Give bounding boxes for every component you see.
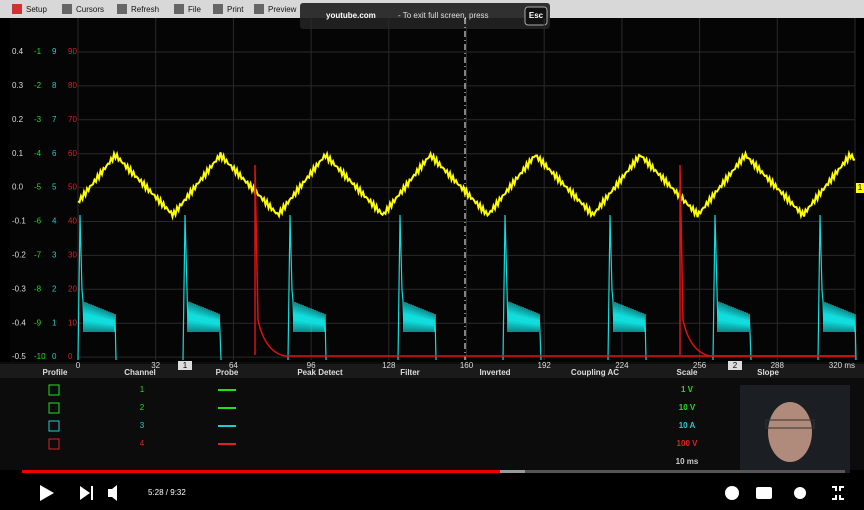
y-tick-label: -3 [34,115,42,124]
y-tick-label: -9 [34,318,42,327]
channel-marker-label: 1 [858,183,863,192]
y-tick-label: 80 [68,81,77,90]
screen: 5:28 / 9:32 youtube.com - To exit full s… [0,0,864,510]
y-tick-label: -2 [34,81,42,90]
y-tick-label: 8 [52,81,57,90]
banner-message: - To exit full screen, press [398,11,489,20]
x-tick-label: 320 ms [829,361,855,370]
x-tick-label: 160 [460,361,474,370]
channel-number: 2 [140,403,145,412]
y-tick-label: 6 [52,149,57,158]
toolbar-icon [12,4,22,14]
y-tick-label: 30 [68,251,77,260]
channel-number: 1 [140,385,145,394]
channel-number: 3 [140,421,145,430]
y-tick-label: 5 [52,183,57,192]
cursor-marker-label: 1 [183,361,188,370]
y-tick-label: -0.2 [12,251,26,260]
x-tick-label: 0 [76,361,81,370]
panel-header: Probe [216,368,239,377]
y-tick-label: 50 [68,183,77,192]
toolbar-icon [254,4,264,14]
y-tick-label: -0.5 [12,352,26,361]
channel-scale: 10 V [679,403,696,412]
cursor-marker-label: 2 [733,361,738,370]
channel-scale: 10 A [679,421,696,430]
y-tick-label: -5 [34,183,42,192]
y-tick-label: 10 [68,318,77,327]
next-button-bar [91,486,93,500]
panel-header: Profile [43,368,68,377]
y-tick-label: 4 [52,217,57,226]
toolbar-icon [117,4,127,14]
panel-header: Inverted [479,368,510,377]
panel-header: Channel [124,368,156,377]
y-tick-label: 2 [52,284,57,293]
channel-scale: 1 V [681,385,694,394]
x-tick-label: 128 [382,361,396,370]
panel-header: Filter [400,368,420,377]
y-tick-label: -10 [34,352,46,361]
time-display: 5:28 / 9:32 [148,488,186,497]
y-tick-label: 60 [68,149,77,158]
y-tick-label: 1 [52,318,57,327]
toolbar-item[interactable]: Setup [26,5,47,14]
y-tick-label: -4 [34,149,42,158]
settings-button[interactable] [794,487,806,499]
y-tick-label: 0.4 [12,47,24,56]
channel-scale: 100 V [677,439,699,448]
toolbar-item[interactable]: Preview [268,5,297,14]
panel-header: Slope [757,368,779,377]
y-tick-label: -1 [34,47,42,56]
y-tick-label: 9 [52,47,57,56]
y-tick-label: 0.0 [12,183,24,192]
channel-number: 4 [140,439,145,448]
panel-header: Coupling AC [571,368,619,377]
y-tick-label: -0.3 [12,284,26,293]
y-tick-label: 0.2 [12,115,24,124]
y-tick-label: 0 [68,352,73,361]
banner-key: Esc [529,11,544,20]
y-tick-label: 0 [52,352,57,361]
y-tick-label: -0.1 [12,217,26,226]
progress-played[interactable] [22,470,500,473]
panel-header: Peak Detect [297,368,343,377]
y-tick-label: 7 [52,115,57,124]
y-tick-label: 40 [68,217,77,226]
toolbar-item[interactable]: File [188,5,201,14]
timebase: 10 ms [676,457,699,466]
toolbar-item[interactable]: Cursors [76,5,104,14]
autoplay-toggle[interactable] [725,486,739,500]
banner-site: youtube.com [326,11,376,20]
channel-panel [0,362,864,470]
toolbar-icon [213,4,223,14]
captions-button[interactable] [756,487,772,499]
toolbar-icon [62,4,72,14]
webcam-face [768,402,812,462]
y-tick-label: 0.1 [12,149,24,158]
y-tick-label: -7 [34,251,42,260]
x-tick-label: 192 [538,361,552,370]
y-tick-label: -8 [34,284,42,293]
y-tick-label: -6 [34,217,42,226]
toolbar-item[interactable]: Print [227,5,244,14]
panel-header: Scale [677,368,698,377]
y-tick-label: 3 [52,251,57,260]
y-tick-label: 0.3 [12,81,24,90]
toolbar-item[interactable]: Refresh [131,5,159,14]
y-tick-label: 70 [68,115,77,124]
progress-buffer [500,470,525,473]
y-tick-label: -0.4 [12,318,26,327]
y-tick-label: 90 [68,47,77,56]
toolbar-icon [174,4,184,14]
y-tick-label: 20 [68,284,77,293]
